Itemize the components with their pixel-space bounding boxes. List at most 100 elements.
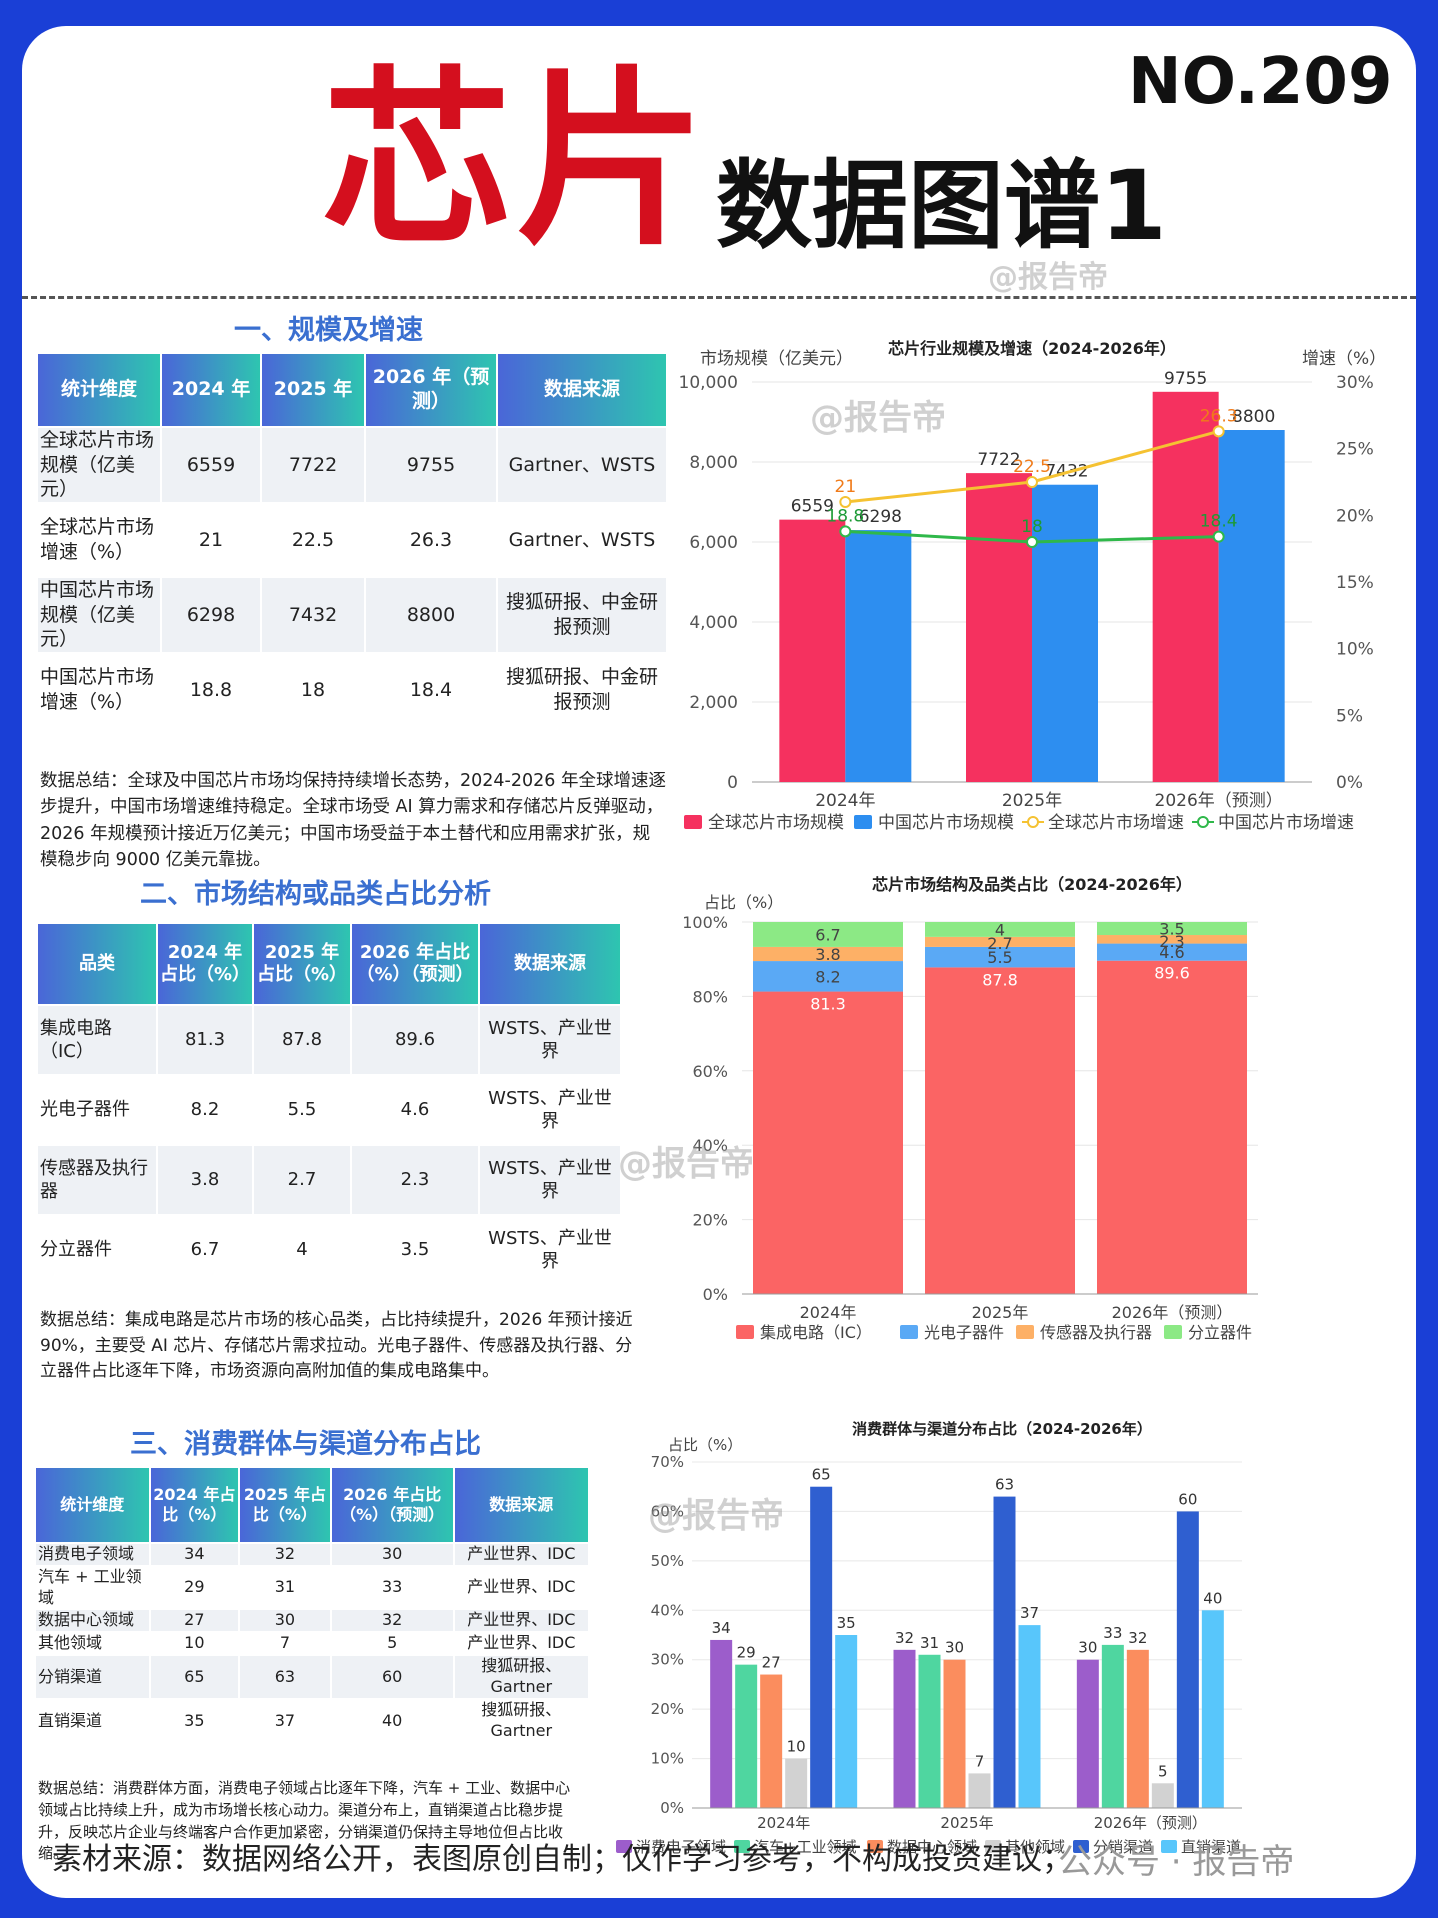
table-cell: 31 (238, 1564, 332, 1611)
row-label: 汽车 + 工业领域 (34, 1564, 151, 1611)
data-label: 63 (995, 1476, 1014, 1494)
y2-tick-label: 5% (1336, 706, 1363, 726)
bar (735, 1664, 758, 1808)
table-row: 其他领域 10 7 5 产业世界、IDC (34, 1631, 591, 1656)
table-cell: 32 (238, 1542, 332, 1567)
x-tick-label: 2026年（预测） (1112, 1303, 1233, 1322)
row-label: 数据中心领域 (34, 1608, 151, 1634)
row-label: 传感器及执行器 (36, 1144, 158, 1216)
y-tick-label: 0% (703, 1285, 728, 1304)
table-cell: 4.6 (350, 1074, 480, 1146)
bar-segment (753, 922, 903, 947)
table-cell: 产业世界、IDC (452, 1564, 591, 1611)
table-cell: 5 (329, 1631, 455, 1656)
y-tick-label: 40% (651, 1601, 684, 1619)
row-label: 全球芯片市场增速（%） (36, 502, 162, 579)
section3-title: 三、消费群体与渠道分布占比 (130, 1429, 481, 1460)
data-label: 30 (945, 1639, 964, 1657)
table-cell: 18.4 (364, 652, 498, 729)
chart-title: 芯片市场结构及品类占比（2024-2026年） (872, 875, 1192, 894)
bar-segment (925, 922, 1075, 937)
line-point (839, 525, 852, 538)
row-label: 光电子器件 (36, 1074, 158, 1146)
table-row: 中国芯片市场增速（%） 18.8 18 18.4 搜狐研报、中金研报预测 (36, 652, 668, 729)
data-label: 31 (920, 1634, 939, 1652)
y2-axis-label: 增速（%） (1302, 349, 1386, 369)
table-cell: 35 (148, 1697, 241, 1744)
data-label: 5 (1158, 1762, 1168, 1780)
bar (918, 1654, 941, 1808)
column-header: 2024 年占比（%） (156, 922, 254, 1006)
data-label: 4.6 (1159, 943, 1184, 962)
column-header: 统计维度 (34, 1466, 151, 1544)
structure-chart: 芯片市场结构及品类占比（2024-2026年） 占比（%） 0% 20% 40% 60% 8… (682, 875, 1258, 1342)
data-label: 65 (812, 1466, 831, 1484)
bar-segment (1097, 922, 1247, 936)
data-label: 3.8 (815, 945, 840, 964)
table-cell: 21 (160, 502, 262, 579)
table-cell: 产业世界、IDC (452, 1542, 591, 1567)
scale-growth-table: 统计维度 2024 年 2025 年 2026 年（预测） 数据来源 全球芯片市场规模（… (36, 352, 668, 729)
legend-swatch (1197, 816, 1209, 828)
legend-swatch (854, 815, 872, 829)
legend-swatch (684, 815, 702, 829)
x-tick-label: 2024年 (800, 1303, 857, 1322)
x-tick-label: 2026年（预测） (1155, 791, 1283, 811)
column-header: 2025 年 (260, 352, 366, 428)
legend-label: 集成电路（IC） (760, 1323, 872, 1342)
column-header: 2026 年占比（%）（预测） (329, 1466, 455, 1544)
bar-segment (1097, 960, 1247, 1294)
y-tick-label: 40% (692, 1136, 728, 1155)
legend-swatch (616, 1840, 632, 1853)
bar (943, 1659, 966, 1808)
data-label: 5.5 (987, 948, 1012, 967)
legend-label: 分立器件 (1188, 1323, 1252, 1342)
legend-swatch (734, 1840, 750, 1853)
bar (993, 1496, 1016, 1808)
scale-growth-chart: 芯片行业规模及增速（2024-2026年） 市场规模（亿美元） 增速（%） 0 2,00… (679, 339, 1387, 833)
data-label: 10 (787, 1738, 806, 1756)
data-label: 30 (1078, 1639, 1097, 1657)
table-row: 消费电子领域 34 32 30 产业世界、IDC (34, 1542, 591, 1567)
table-cell: 6559 (160, 425, 262, 505)
table-cell: 7722 (260, 425, 366, 505)
y-axis-label: 占比（%） (668, 1436, 742, 1454)
table-row: 直销渠道 35 37 40 搜狐研报、Gartner (34, 1697, 591, 1744)
bar (810, 1486, 833, 1808)
table-cell: 产业世界、IDC (452, 1608, 591, 1634)
data-label: 7722 (977, 450, 1020, 470)
column-header: 品类 (36, 922, 158, 1006)
data-label: 40 (1203, 1589, 1222, 1607)
x-tick-label: 2025年 (1002, 791, 1062, 811)
data-label: 18.8 (826, 506, 864, 526)
section3-summary: 数据总结：消费群体方面，消费电子领域占比逐年下降，汽车 + 工业、数据中心领域占… (38, 1779, 571, 1863)
bar (1126, 1649, 1149, 1808)
legend-label: 数据中心领域 (887, 1838, 977, 1856)
bar (785, 1758, 808, 1808)
bar (835, 1635, 858, 1808)
table-row: 传感器及执行器 3.8 2.7 2.3 WSTS、产业世界 (36, 1144, 622, 1216)
data-label: 2.7 (987, 934, 1012, 953)
data-label: 2.3 (1159, 932, 1184, 951)
table-cell: 8800 (364, 576, 498, 655)
column-header: 2024 年占比（%） (148, 1466, 241, 1544)
line-point (1026, 536, 1038, 548)
table-row: 汽车 + 工业领域 29 31 33 产业世界、IDC (34, 1564, 591, 1611)
bar-segment (1097, 943, 1247, 961)
bar (893, 1649, 916, 1808)
legend-swatch (1073, 1840, 1089, 1853)
bar-segment (925, 936, 1075, 947)
table-cell: 26.3 (364, 502, 498, 579)
data-label: 22.5 (1013, 457, 1051, 477)
data-label: 27 (762, 1654, 781, 1672)
bar (1152, 391, 1219, 782)
bar-segment (753, 961, 903, 992)
y2-tick-label: 25% (1336, 440, 1374, 460)
bar (966, 473, 1032, 782)
legend-label: 传感器及执行器 (1040, 1323, 1152, 1342)
structure-table: 品类 2024 年占比（%） 2025 年占比（%） 2026 年占比（%）（预测）数… (36, 922, 622, 1286)
table-cell: 63 (238, 1653, 332, 1700)
table-cell: 29 (148, 1564, 241, 1611)
data-label: 32 (1128, 1629, 1147, 1647)
